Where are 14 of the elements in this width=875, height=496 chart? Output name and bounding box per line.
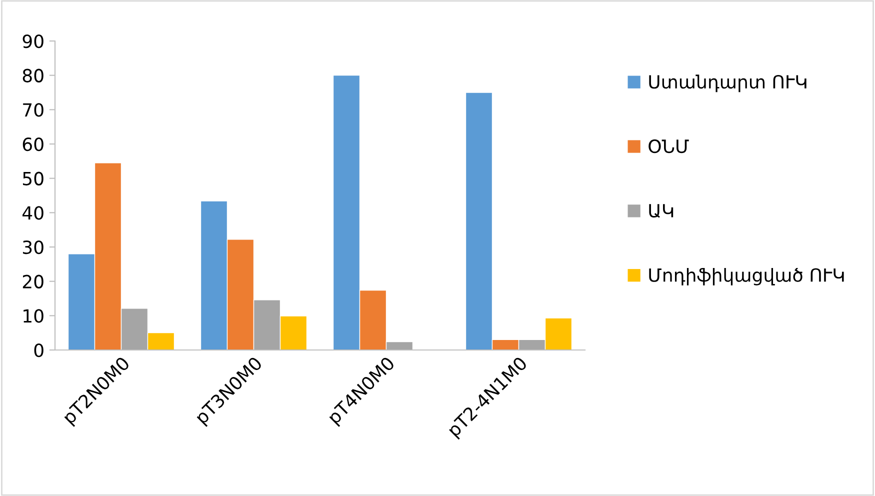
y-tick-label: 70 xyxy=(23,103,44,117)
legend-label: Ստանդարտ ՈՒԿ xyxy=(649,74,806,92)
legend-label: Մոդիֆիկացված ՈՒԿ xyxy=(649,268,844,286)
legend-label: ԱԿ xyxy=(649,204,674,218)
y-tick-label: 20 xyxy=(22,274,44,288)
y-tick-label: 10 xyxy=(24,309,44,323)
legend-label: ՕՆՄ xyxy=(648,139,689,154)
y-tick-label: 50 xyxy=(23,172,44,186)
y-tick-label: 0 xyxy=(34,343,44,358)
y-tick-label: 80 xyxy=(22,68,44,82)
y-tick-label: 90 xyxy=(22,34,44,48)
y-tick-label: 60 xyxy=(22,137,44,152)
y-tick-label: 40 xyxy=(22,206,44,220)
y-tick-label: 30 xyxy=(22,240,44,254)
